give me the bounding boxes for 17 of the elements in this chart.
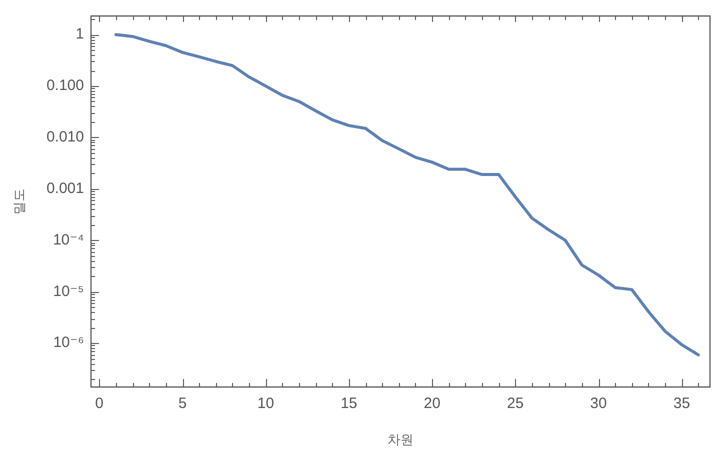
x-tick-label: 15 (340, 395, 358, 412)
y-tick-label: 1 (76, 26, 84, 43)
x-tick-label: 0 (95, 395, 104, 412)
x-tick-label: 35 (673, 395, 690, 412)
y-tick-label: 0.001 (46, 180, 84, 197)
x-tick-label: 10 (257, 395, 274, 412)
x-tick-label: 30 (590, 395, 607, 412)
y-tick-label: 10⁻⁴ (52, 231, 84, 248)
x-axis-title: 차원 (388, 432, 414, 447)
x-tick-label: 25 (506, 395, 524, 412)
y-axis-title: 밀도 (11, 188, 26, 214)
y-tick-label: 10⁻⁵ (53, 282, 84, 300)
y-tick-label: 10⁻⁶ (53, 334, 84, 352)
y-tick-label: 0.100 (46, 77, 84, 94)
y-tick-label: 0.010 (46, 128, 84, 146)
x-tick-label: 5 (178, 395, 187, 412)
x-tick-label: 20 (424, 395, 440, 412)
